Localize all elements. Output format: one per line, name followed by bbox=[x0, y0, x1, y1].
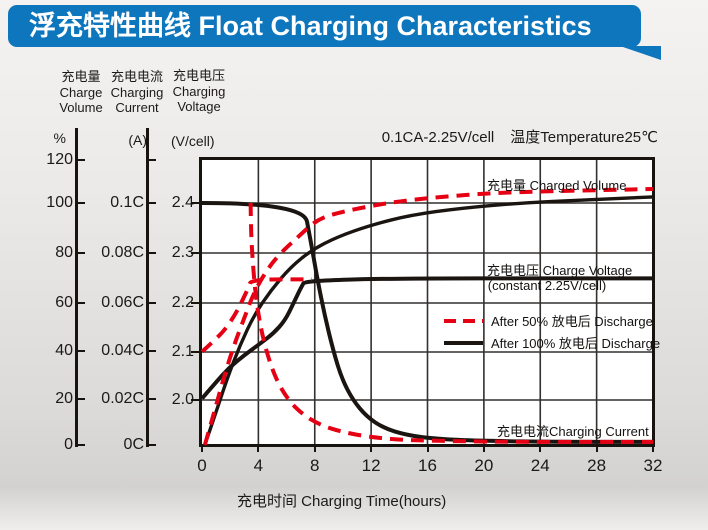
current-unit-label: (A) bbox=[128, 132, 147, 148]
voltage-axis-tick bbox=[191, 202, 200, 205]
x-axis-tick bbox=[313, 447, 316, 452]
axis-header-charge-volume: 充电量 Charge Volume bbox=[59, 69, 103, 115]
x-axis-tick bbox=[257, 447, 260, 452]
series-voltage-after-50 bbox=[200, 277, 312, 354]
x-axis-tick bbox=[652, 447, 654, 452]
voltage-tick-label: 2.4 bbox=[171, 194, 194, 211]
title-banner: 浮充特性曲线 Float Charging Characteristics bbox=[8, 5, 641, 47]
x-tick-label: 12 bbox=[361, 456, 381, 475]
percent-tick-label: 0 bbox=[64, 436, 73, 453]
x-tick-label: 24 bbox=[530, 456, 550, 475]
voltage-tick-label: 2.3 bbox=[171, 244, 194, 261]
x-axis-tick bbox=[426, 447, 429, 452]
legend-dashed-line-sample bbox=[444, 318, 483, 323]
voltage-axis-tick bbox=[191, 302, 200, 305]
charged-volume-label: 充电量 Charged Volume bbox=[487, 178, 627, 193]
current-axis-tick bbox=[148, 350, 156, 353]
voltage-axis-tick bbox=[191, 399, 200, 402]
percent-axis-tick bbox=[77, 398, 85, 401]
condition-note: 0.1CA-2.25V/cell 温度Temperature25℃ bbox=[381, 129, 658, 146]
x-axis-title: 充电时间 Charging Time(hours) bbox=[237, 493, 447, 510]
x-tick-label: 32 bbox=[643, 456, 663, 475]
x-axis-tick bbox=[201, 447, 203, 452]
percent-axis-tick bbox=[77, 302, 85, 305]
charging-current-label: 充电电流Charging Current bbox=[497, 424, 649, 439]
current-tick-label: 0.02C bbox=[101, 390, 144, 407]
series-volume-after-100 bbox=[203, 195, 654, 446]
banner-tail-shape bbox=[620, 46, 661, 60]
current-tick-label: 0.06C bbox=[101, 294, 144, 311]
percent-axis-tick bbox=[77, 252, 85, 255]
current-tick-label: 0.08C bbox=[101, 244, 144, 261]
x-tick-label: 4 bbox=[253, 456, 264, 475]
x-tick-label: 16 bbox=[418, 456, 437, 475]
axis-header-charging-voltage: 充电电压 Charging Voltage bbox=[172, 68, 226, 114]
legend-after-50: After 50% 放电后 Discharge bbox=[443, 311, 653, 330]
percent-axis-tick bbox=[77, 159, 85, 162]
voltage-axis-tick bbox=[191, 351, 200, 354]
series-current-after-50 bbox=[248, 202, 653, 444]
percent-tick-label: 40 bbox=[55, 342, 73, 359]
current-axis-tick bbox=[148, 202, 156, 205]
percent-tick-label: 20 bbox=[55, 390, 73, 407]
current-tick-label: 0C bbox=[123, 436, 144, 453]
voltage-tick-label: 2.0 bbox=[171, 391, 194, 408]
percent-unit-label: % bbox=[53, 130, 66, 146]
x-axis-tick bbox=[370, 447, 373, 452]
voltage-unit-label: (V/cell) bbox=[171, 133, 215, 149]
x-axis-tick bbox=[539, 447, 542, 452]
percent-axis-tick bbox=[77, 350, 85, 353]
voltage-axis-tick bbox=[191, 252, 200, 255]
current-axis-tick bbox=[148, 252, 156, 255]
charge-voltage-label: 充电电压 Charge Voltage bbox=[487, 263, 633, 278]
x-tick-label: 8 bbox=[310, 456, 320, 475]
voltage-tick-label: 2.1 bbox=[171, 343, 194, 360]
current-axis-tick bbox=[148, 302, 156, 305]
page-title: 浮充特性曲线 Float Charging Characteristics bbox=[29, 11, 592, 41]
axis-header-charging-current: 充电电流 Charging Current bbox=[110, 69, 164, 115]
legend-after-100: After 100% 放电后 Discharge bbox=[443, 333, 660, 352]
percent-axis-tick bbox=[77, 444, 85, 447]
x-tick-label: 28 bbox=[587, 456, 607, 475]
x-tick-label: 20 bbox=[474, 456, 494, 475]
percent-tick-label: 100 bbox=[46, 194, 73, 211]
x-tick-label: 0 bbox=[197, 456, 207, 475]
current-tick-label: 0.1C bbox=[110, 194, 144, 211]
percent-axis-line bbox=[75, 128, 78, 447]
x-axis-tick bbox=[482, 447, 485, 452]
series-volume-after-50 bbox=[202, 186, 654, 446]
percent-tick-label: 120 bbox=[46, 151, 73, 168]
percent-tick-label: 80 bbox=[55, 244, 73, 261]
charge-voltage-sub-label: (constant 2.25V/cell) bbox=[487, 278, 607, 293]
voltage-tick-label: 2.2 bbox=[171, 294, 194, 311]
chart-canvas bbox=[200, 160, 654, 446]
x-axis-tick bbox=[595, 447, 598, 452]
current-tick-label: 0.04C bbox=[101, 342, 144, 359]
current-axis-tick bbox=[148, 159, 156, 162]
percent-tick-label: 60 bbox=[55, 294, 73, 311]
current-axis-line bbox=[146, 128, 149, 447]
legend-solid-line-sample bbox=[444, 340, 483, 345]
percent-axis-tick bbox=[77, 202, 85, 205]
current-axis-tick bbox=[148, 398, 156, 401]
current-axis-tick bbox=[148, 444, 156, 447]
